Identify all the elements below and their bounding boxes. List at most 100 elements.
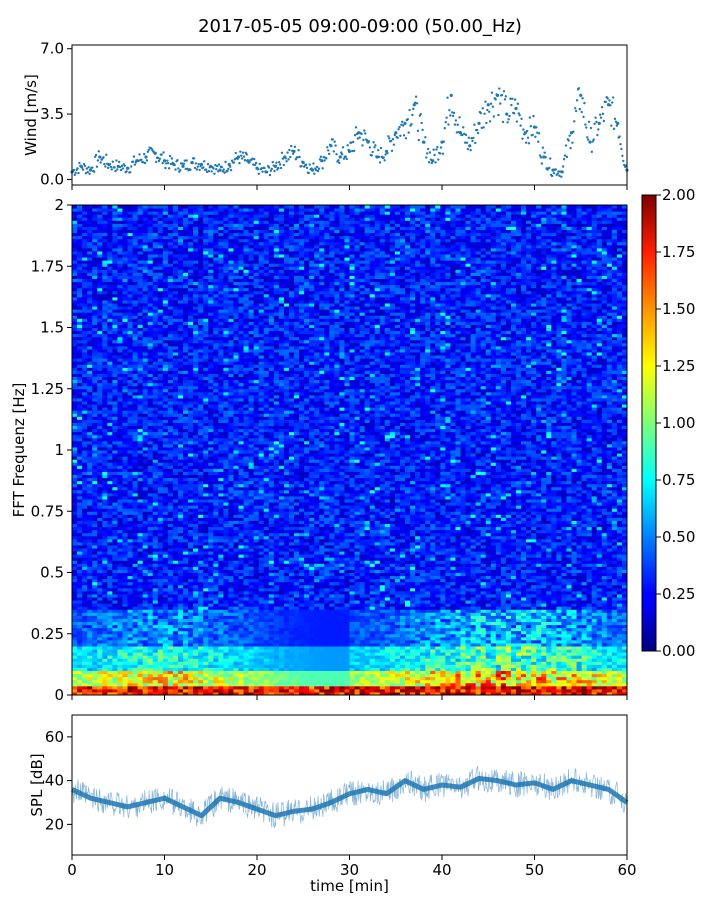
spectrogram-cell xyxy=(596,670,603,675)
spectrogram-cell xyxy=(601,661,608,665)
spectrogram-cell xyxy=(450,624,456,629)
spectrogram-cell xyxy=(541,682,547,687)
spectrogram-cell xyxy=(510,636,517,641)
spectrogram-cell xyxy=(465,615,472,619)
spectrogram-cell xyxy=(147,658,154,662)
spectrogram-cell xyxy=(621,615,628,619)
wind-point-fill xyxy=(79,164,82,168)
spectrogram-cell xyxy=(611,646,618,650)
spectrogram-cell xyxy=(405,652,411,656)
spectrogram-cell xyxy=(420,624,426,629)
spectrogram-cell xyxy=(465,603,472,607)
spectrogram-cell xyxy=(546,609,552,613)
spectrogram-cell xyxy=(309,691,315,696)
spectrogram-cell xyxy=(329,655,335,659)
spectrogram-cell xyxy=(218,691,224,696)
spectrogram-cell xyxy=(485,664,492,668)
spectrogram-cell xyxy=(258,649,265,653)
spectrogram-cell xyxy=(228,627,234,632)
spectrogram-cell xyxy=(566,636,572,641)
spectrogram-cell xyxy=(107,590,113,595)
spectrogram-cell xyxy=(253,630,260,635)
spectrogram-cell xyxy=(223,600,229,604)
spectrogram-cell xyxy=(172,606,179,610)
spectrogram-cell xyxy=(601,664,608,668)
spectrogram-cell xyxy=(253,642,260,647)
spectrogram-cell xyxy=(294,655,300,659)
spectrogram-cell xyxy=(82,667,88,671)
spectrogram-cell xyxy=(359,624,366,629)
spectrogram-cell xyxy=(238,624,245,629)
spectrogram-cell xyxy=(243,691,250,696)
spectrogram-cell xyxy=(294,630,300,635)
spectrogram-cell xyxy=(273,646,280,650)
wind-point-fill xyxy=(384,153,387,156)
spectrogram-cell xyxy=(127,590,134,595)
spectrogram-cell xyxy=(72,633,78,638)
spectrogram-cell xyxy=(430,655,436,659)
spectrogram-cell xyxy=(606,587,613,592)
spectrogram-cell xyxy=(536,618,542,622)
spectrogram-cell xyxy=(112,642,118,647)
spectrogram-cell xyxy=(399,581,406,586)
wind-point-fill xyxy=(401,124,405,127)
spectrogram-cell xyxy=(596,658,603,662)
spectrogram-cell xyxy=(137,609,144,613)
spectrogram-cell xyxy=(500,661,507,665)
spectrogram-cell xyxy=(77,658,83,662)
spectrogram-cell xyxy=(526,652,532,656)
spectrogram-cell xyxy=(288,587,295,592)
spectrogram-cell xyxy=(127,670,134,675)
spectrogram-cell xyxy=(137,603,144,607)
spectrogram-cell xyxy=(122,652,128,656)
spectrogram-cell xyxy=(92,649,98,653)
spectrogram-cell xyxy=(440,572,446,577)
spectrogram-cell xyxy=(147,630,154,635)
spectrogram-cell xyxy=(177,655,184,659)
spectrogram-cell xyxy=(132,685,139,690)
spectrogram-cell xyxy=(379,575,386,580)
spectrogram-cell xyxy=(87,649,93,653)
spectrogram-cell xyxy=(92,630,98,635)
spectrogram-cell xyxy=(470,609,477,613)
spectrogram-cell xyxy=(460,581,467,586)
spectrogram-cell xyxy=(127,646,134,650)
spectrogram-cell xyxy=(87,612,93,616)
spectrogram-cell xyxy=(561,597,567,601)
spectrogram-cell xyxy=(213,655,219,659)
spectrogram-cell xyxy=(536,584,542,589)
spectrogram-cell xyxy=(228,618,234,622)
spectrogram-cell xyxy=(510,603,517,607)
spectrogram-cell xyxy=(97,621,103,626)
spectrogram-cell xyxy=(233,587,239,592)
spectrogram-cell xyxy=(183,688,189,693)
spectrogram-cell xyxy=(379,655,386,659)
spectrogram-cell xyxy=(97,578,103,583)
spectrogram-cell xyxy=(213,673,219,678)
spectrogram-cell xyxy=(162,636,169,641)
spectrogram-cell xyxy=(243,649,250,653)
spectrogram-cell xyxy=(415,590,421,595)
spectrogram-cell xyxy=(591,688,598,693)
spectrogram-cell xyxy=(369,627,376,632)
spectrogram-cell xyxy=(258,600,265,604)
spectrogram-cell xyxy=(218,618,224,622)
spectrogram-cell xyxy=(606,575,613,580)
spectrogram-cell xyxy=(147,667,154,671)
spectrogram-cell xyxy=(485,624,492,629)
spectrogram-cell xyxy=(480,600,487,604)
spectrogram-cell xyxy=(218,581,224,586)
spectrogram-cell xyxy=(142,600,149,604)
spectrogram-cell xyxy=(379,676,386,681)
spectrogram-cell xyxy=(465,618,472,622)
spectrogram-cell xyxy=(526,676,532,681)
spectrogram-cell xyxy=(87,587,93,592)
spectrogram-cell xyxy=(359,627,366,632)
spectrogram-cell xyxy=(319,673,325,678)
spectrogram-cell xyxy=(268,664,275,668)
wind-point-fill xyxy=(527,142,531,145)
spectrogram-cell xyxy=(556,633,562,638)
spectrogram-cell xyxy=(516,581,522,586)
spectrogram-cell xyxy=(551,578,557,583)
